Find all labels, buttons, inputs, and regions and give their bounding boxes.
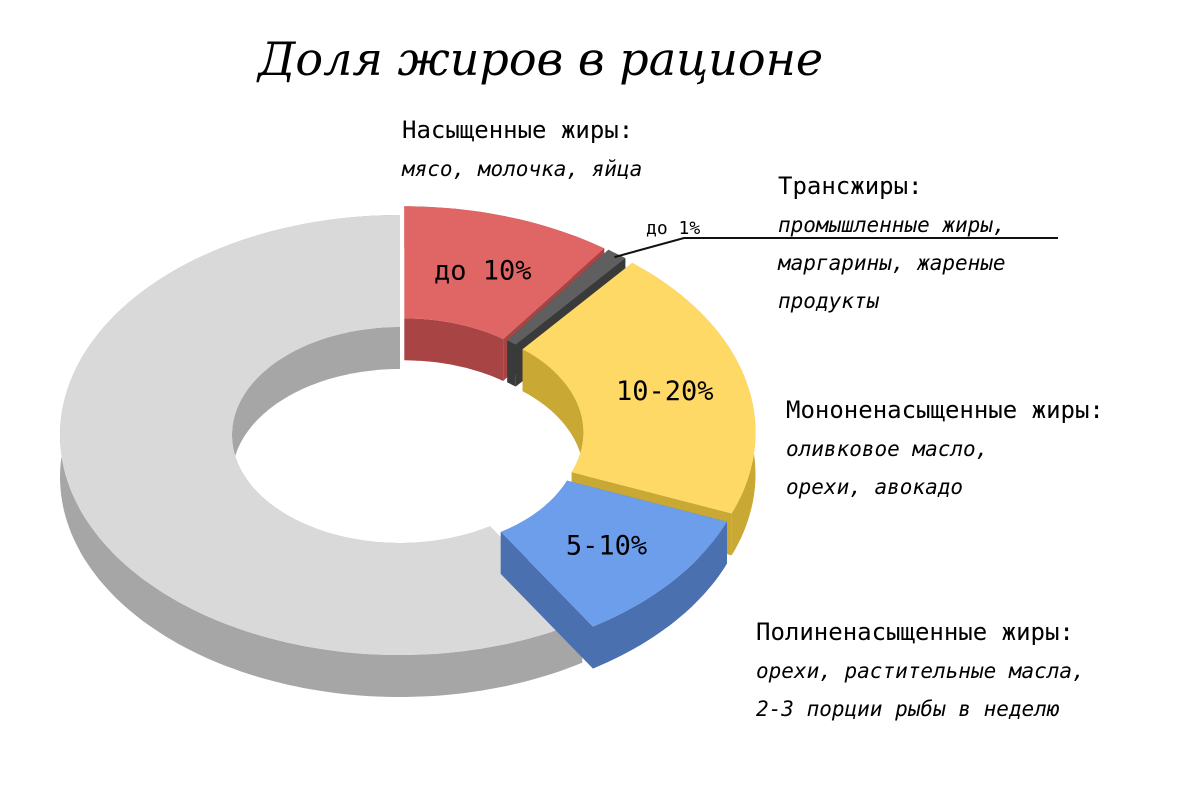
- annotation-2: Мононенасыщенные жиры: оливковое масло, ор…: [786, 396, 1104, 499]
- annotation-line: 2-3 порции рыбы в неделю: [756, 697, 1060, 721]
- annotation-line: промышленные жиры,: [778, 213, 1006, 237]
- slice-label: до 10%: [434, 255, 532, 286]
- slice-top: [404, 206, 605, 339]
- slice-annotations: Насыщенные жиры: мясо, молочка, яйца Транс…: [401, 116, 1104, 721]
- chart-title: Доля жиров в рационе: [256, 32, 823, 86]
- slice-inner-wall: [404, 318, 504, 381]
- annotation-3: Полиненасыщенные жиры: орехи, растительны…: [756, 618, 1085, 721]
- annotation-line: продукты: [778, 289, 880, 313]
- slice-inner-wall: [522, 349, 584, 515]
- slice-top: [522, 262, 756, 514]
- annotation-line: орехи, растительные масла,: [756, 659, 1085, 683]
- slice-labels: до 10% до 1% 10-20% 5-10%: [434, 218, 1058, 561]
- slice-top: [60, 215, 583, 655]
- annotation-line: мясо, молочка, яйца: [401, 157, 642, 181]
- annotation-title: Полиненасыщенные жиры:: [756, 618, 1074, 646]
- annotation-line: орехи, авокадо: [786, 475, 963, 499]
- annotation-1: Трансжиры: промышленные жиры, маргарины, ж…: [777, 172, 1006, 313]
- slice-outer-wall: [593, 521, 727, 669]
- annotation-title: Трансжиры:: [778, 172, 923, 200]
- annotation-title: Насыщенные жиры:: [402, 116, 633, 144]
- annotation-line: оливковое масло,: [786, 437, 988, 461]
- slice-label: 10-20%: [616, 376, 714, 407]
- slice-end-cap: [500, 532, 593, 669]
- slice-top: [507, 249, 626, 345]
- annotation-line: маргарины, жареные: [777, 251, 1006, 275]
- slice-label: 5-10%: [566, 530, 647, 561]
- slice-outer-wall: [60, 215, 583, 697]
- trans-fat-leader-line: [614, 237, 1058, 259]
- annotation-0: Насыщенные жиры: мясо, молочка, яйца: [401, 116, 642, 181]
- slice-3: [500, 480, 727, 669]
- slice-top: [500, 480, 727, 627]
- annotation-title: Мононенасыщенные жиры:: [786, 396, 1104, 424]
- donut-slices: [60, 206, 756, 697]
- slice-label: до 1%: [646, 218, 700, 239]
